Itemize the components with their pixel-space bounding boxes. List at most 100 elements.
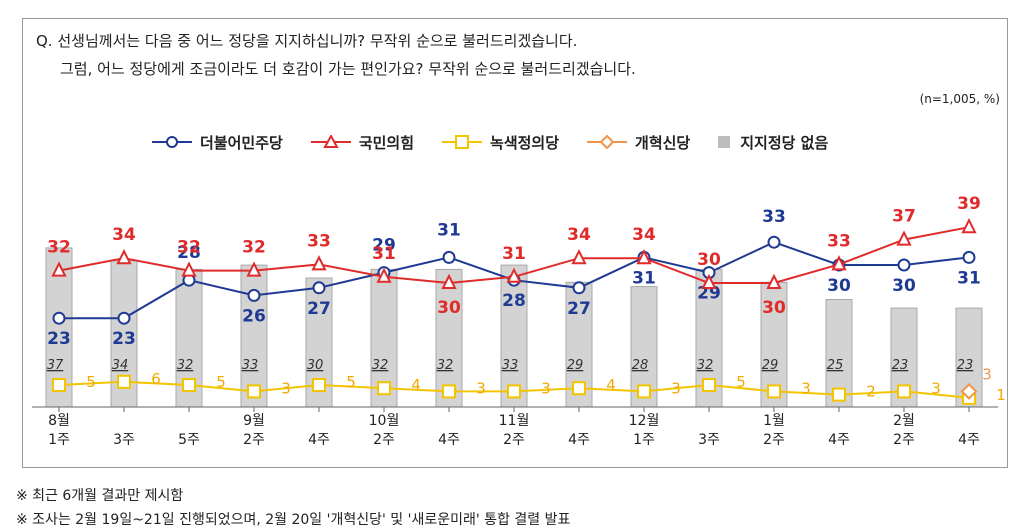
data-label: 33 [762,207,786,227]
data-point [52,378,66,392]
data-label: 5 [86,373,96,391]
bar-value-label: 32 [437,358,454,373]
legend-label: 더불어민주당 [200,133,283,152]
data-point [506,267,522,283]
x-tick-label-week: 3주 [698,432,720,448]
x-tick-label-week: 4주 [308,432,330,448]
legend-label: 지지정당 없음 [740,133,829,152]
x-tick-label-month: 8월 [48,413,70,429]
data-label: 37 [892,207,916,227]
data-point [960,382,978,400]
bar-value-label: 32 [697,358,714,373]
bar-value-label: 37 [47,358,64,373]
data-point [116,248,132,265]
legend-item-democratic: 더불어민주당 [150,132,283,153]
data-point [246,261,262,277]
x-tick-label-week: 4주 [958,432,980,448]
data-label: 5 [346,373,356,391]
x-tick-label-month: 1월 [763,413,785,429]
question-line-2: 그럼, 어느 정당에게 조금이라도 더 호감이 가는 편인가요? 무작위 순으로… [60,60,636,78]
data-label: 34 [632,225,656,245]
data-label: 31 [437,220,461,240]
data-point [962,250,976,264]
data-point [117,311,131,325]
data-point [831,255,847,271]
legend-item-ppp: 국민의힘 [309,132,414,153]
data-label: 31 [502,244,526,264]
data-label: 3 [982,365,992,383]
data-point [961,217,977,234]
x-tick-label-week: 2주 [763,432,785,448]
bar-value-label: 28 [632,358,649,373]
x-tick-label-week: 3주 [113,432,135,448]
data-label: 31 [632,268,656,288]
legend-line-circle-icon [152,136,192,148]
bar-value-label: 32 [177,358,194,373]
data-label: 3 [671,379,681,397]
legend-label: 녹색정의당 [490,133,560,152]
data-point [52,311,66,325]
data-point [376,267,392,283]
bar-value-label: 29 [567,358,584,373]
legend-line-square-icon [442,135,483,149]
bar-value-label: 29 [762,358,779,373]
x-tick-label-week: 4주 [438,432,460,448]
data-label: 30 [762,298,786,318]
data-point [441,273,457,289]
data-label: 23 [112,329,136,349]
data-label: 23 [47,329,71,349]
data-label: 3 [801,379,811,397]
data-point [701,273,717,289]
data-label: 33 [827,231,851,251]
data-point [442,384,456,399]
bar [435,268,463,408]
data-label: 31 [372,244,396,264]
data-label: 4 [411,376,421,394]
data-point [312,378,326,392]
chart-legend: 더불어민주당 국민의힘 녹색정의당 개혁신당 지지정당 없음 [150,130,854,154]
data-label: 32 [177,238,201,258]
data-point [832,387,846,402]
x-tick-label-week: 4주 [828,432,850,448]
data-label: 30 [697,250,721,270]
legend-item-green-justice: 녹색정의당 [440,132,559,153]
data-label: 33 [307,231,331,251]
data-point [181,261,197,277]
data-point [247,288,261,302]
data-point [311,255,327,271]
legend-label: 개혁신당 [635,133,691,152]
x-tick-label-month: 11월 [499,413,530,429]
legend-line-triangle-icon [310,135,351,148]
x-tick-label-week: 2주 [893,432,915,448]
x-tick-label-month: 9월 [243,413,265,429]
data-label: 30 [892,276,916,296]
data-point [571,248,587,265]
data-label: 39 [957,194,981,214]
data-point [117,374,131,389]
data-label: 34 [112,225,136,245]
data-point [312,281,326,295]
data-point [636,248,652,265]
bar-value-label: 25 [827,358,844,373]
bar-value-label: 23 [892,358,909,373]
data-label: 34 [567,225,591,245]
footnote-1: ※ 최근 6개월 결과만 제시함 [16,488,184,504]
x-tick-label-week: 2주 [243,432,265,448]
data-point [897,384,911,399]
legend-item-no-party: 지지정당 없음 [716,132,828,153]
data-point [637,384,651,399]
chart-frame [22,18,1008,468]
data-point [767,235,781,249]
data-point [896,230,912,246]
data-label: 29 [372,236,396,256]
data-label: 3 [931,379,941,397]
bar-value-label: 30 [307,358,324,373]
legend-bar-icon [718,136,731,148]
data-point [766,273,782,289]
data-label: 6 [151,370,161,388]
data-label: 32 [242,238,266,258]
legend-line-diamond-icon [587,135,628,149]
data-label: 1 [996,386,1006,404]
x-tick-label-month: 12월 [629,413,660,429]
x-tick-label-week: 5주 [178,432,200,448]
